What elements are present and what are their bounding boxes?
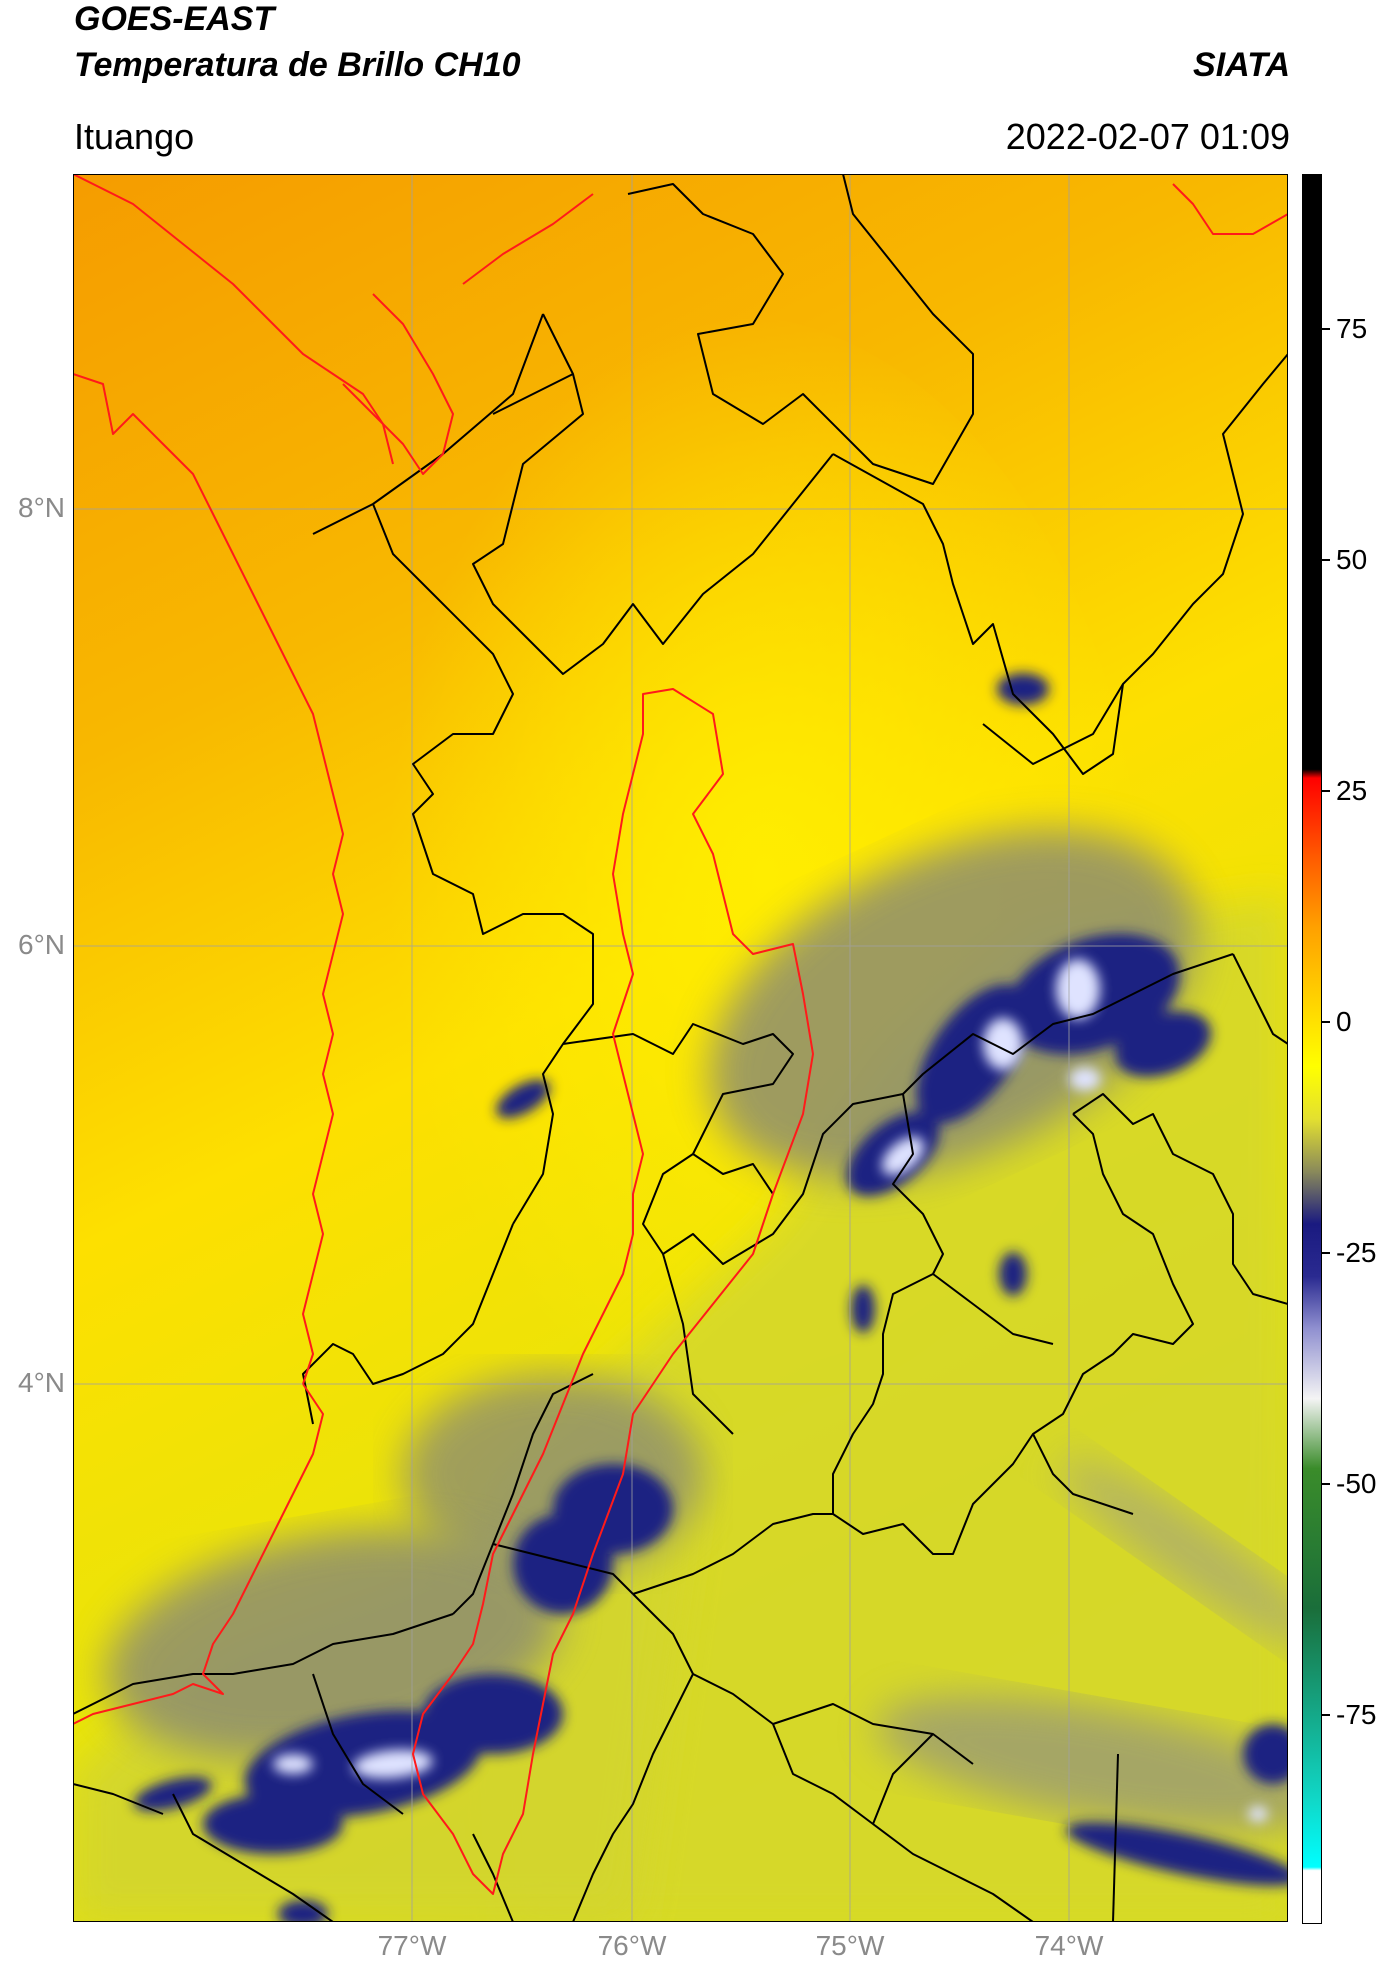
lon-label-77w: 77°W	[377, 1930, 447, 1961]
title-satellite: GOES-EAST	[74, 0, 275, 38]
lat-label-4n: 4°N	[18, 1367, 65, 1398]
location-label: Ituango	[74, 116, 195, 157]
colorbar-tick-75: 75	[1336, 313, 1368, 344]
title-product: Temperatura de Brillo CH10	[74, 46, 521, 84]
colorbar-tick-minus25: -25	[1336, 1237, 1377, 1268]
colorbar-tick-50: 50	[1336, 544, 1368, 575]
map-canvas	[73, 174, 1288, 1922]
colorbar-tick-0: 0	[1336, 1006, 1352, 1037]
lon-label-74w: 74°W	[1034, 1930, 1104, 1961]
colorbar-tick-25: 25	[1336, 775, 1368, 806]
lon-label-75w: 75°W	[815, 1930, 885, 1961]
lat-label-8n: 8°N	[18, 492, 65, 523]
satellite-map: 8°N 6°N 4°N 77°W 76°W 75°W 74°W	[18, 174, 1288, 1961]
lon-label-76w: 76°W	[597, 1930, 667, 1961]
datetime-label: 2022-02-07 01:09	[1005, 116, 1290, 157]
lat-label-6n: 6°N	[18, 929, 65, 960]
colorbar-tick-minus50: -50	[1336, 1468, 1377, 1499]
brand-label: SIATA	[1193, 46, 1290, 84]
colorbar	[1302, 174, 1322, 1924]
colorbar-tick-minus75: -75	[1336, 1699, 1377, 1730]
